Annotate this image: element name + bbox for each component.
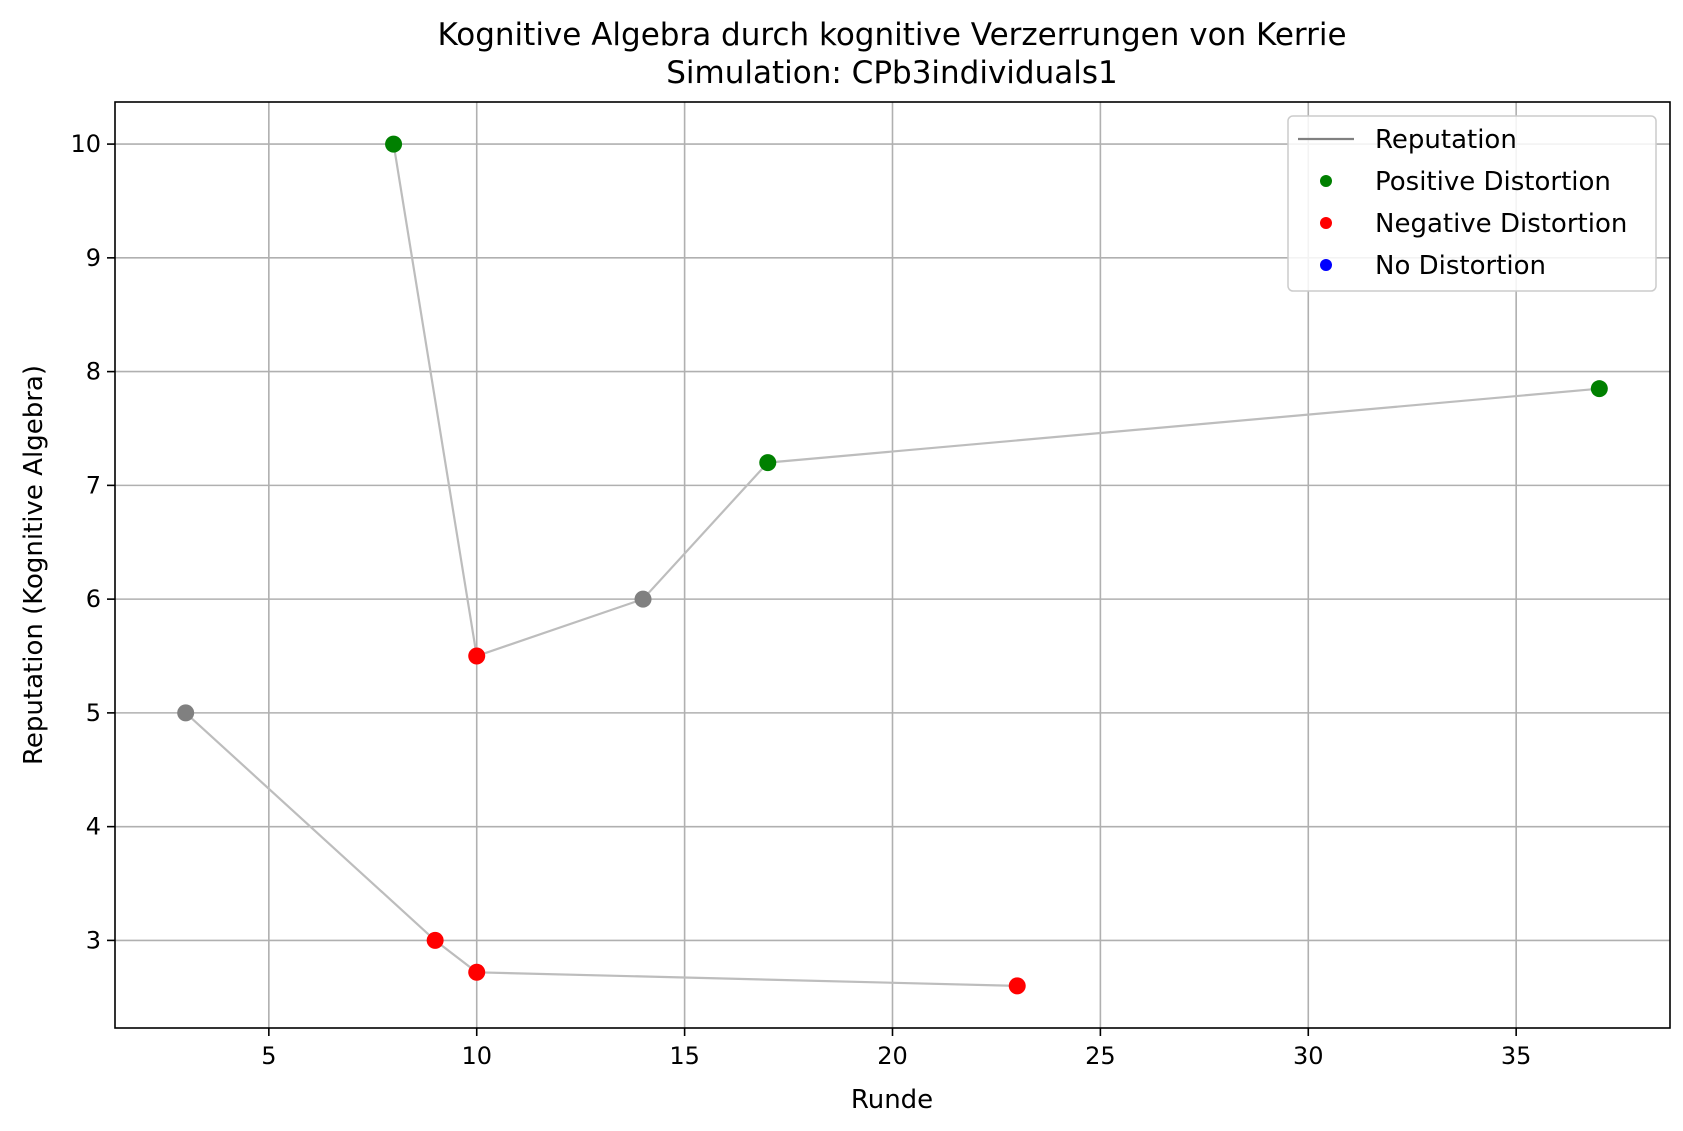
x-tick-label: 5 [261,1042,276,1070]
data-point-positive [759,454,777,472]
data-point-positive [1590,380,1608,398]
data-point-negative [468,963,486,981]
data-point-positive [385,135,403,153]
x-tick-label: 30 [1293,1042,1324,1070]
y-axis-label: Reputation (Kognitive Algebra) [19,365,49,765]
data-point-negative [1008,977,1026,995]
legend-label: Positive Distortion [1375,167,1611,197]
legend-dot-swatch [1320,175,1332,187]
x-tick-label: 10 [461,1042,492,1070]
legend: Reputation Positive Distortion Negative Di… [1287,115,1657,292]
chart-subtitle: Simulation: CPb3individuals1 [666,55,1117,91]
chart-title: Kognitive Algebra durch kognitive Verzer… [437,17,1346,53]
y-tick-label: 5 [86,699,101,727]
x-tick-label: 20 [877,1042,908,1070]
x-axis-label: Runde [851,1085,933,1115]
y-axis-ticks: 3 4 5 6 7 8 9 10 [70,130,115,954]
y-tick-label: 9 [86,244,101,272]
y-tick-label: 10 [70,130,101,158]
x-tick-label: 25 [1085,1042,1116,1070]
legend-label: Reputation [1375,125,1517,155]
y-tick-label: 8 [86,358,101,386]
legend-dot-swatch [1320,259,1332,271]
y-tick-label: 4 [86,813,101,841]
legend-label: No Distortion [1375,251,1546,281]
data-point-negative [468,647,486,665]
y-tick-label: 7 [86,471,101,499]
x-tick-label: 15 [669,1042,700,1070]
x-tick-label: 35 [1501,1042,1532,1070]
legend-box [1287,115,1657,292]
reputation-line-1 [184,712,1018,987]
y-tick-label: 6 [86,585,101,613]
legend-label: Negative Distortion [1375,209,1627,239]
x-axis-ticks: 5 10 15 20 25 30 35 [261,1028,1531,1070]
data-point-none [177,704,195,722]
data-points [177,135,1608,995]
data-point-negative [426,931,444,949]
y-tick-label: 3 [86,926,101,954]
data-point-none [634,590,652,608]
legend-dot-swatch [1320,217,1332,229]
